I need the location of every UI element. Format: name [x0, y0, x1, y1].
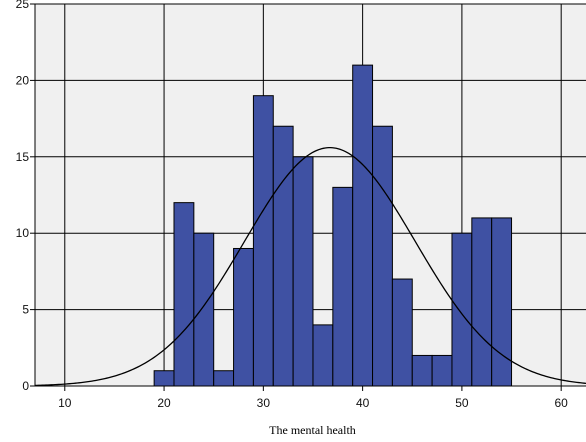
histogram-bar [372, 125, 393, 387]
x-tick-label: 20 [157, 396, 171, 410]
y-tick-labels: 0 5 10 15 20 25 [16, 0, 30, 393]
histogram-bar [173, 202, 195, 387]
normal-curve [34, 146, 586, 387]
histogram-bar [292, 156, 314, 387]
axes [30, 3, 586, 391]
y-tick-label: 15 [16, 150, 30, 164]
y-tick-label: 10 [16, 226, 30, 240]
histogram-bar [153, 370, 175, 387]
histogram-bar [431, 354, 453, 387]
x-tick-label: 10 [58, 396, 72, 410]
y-tick-label: 20 [16, 73, 30, 87]
x-tick-label: 60 [555, 396, 569, 410]
y-tick-label: 25 [16, 0, 30, 11]
x-tick-label: 50 [455, 396, 469, 410]
histogram-bar [312, 324, 334, 387]
histogram-bar [213, 370, 235, 387]
y-tick-label: 0 [22, 379, 29, 393]
histogram-bar [451, 232, 473, 387]
histogram-bar [193, 232, 215, 387]
histogram-bar [332, 186, 354, 387]
histogram-bar [352, 64, 374, 387]
x-tick-label: 40 [356, 396, 370, 410]
histogram-bar [272, 125, 294, 387]
histogram-bar [471, 217, 493, 387]
x-tick-label: 30 [257, 396, 271, 410]
x-axis-label: The mental health [269, 423, 356, 437]
x-tick-labels: 10 20 30 40 50 60 [58, 396, 568, 410]
histogram-bar [391, 278, 413, 387]
histogram-bar [233, 247, 254, 387]
y-tick-label: 5 [22, 303, 29, 317]
histogram-bar [252, 95, 274, 387]
histogram-bar [491, 217, 513, 387]
histogram-bar [411, 354, 433, 387]
